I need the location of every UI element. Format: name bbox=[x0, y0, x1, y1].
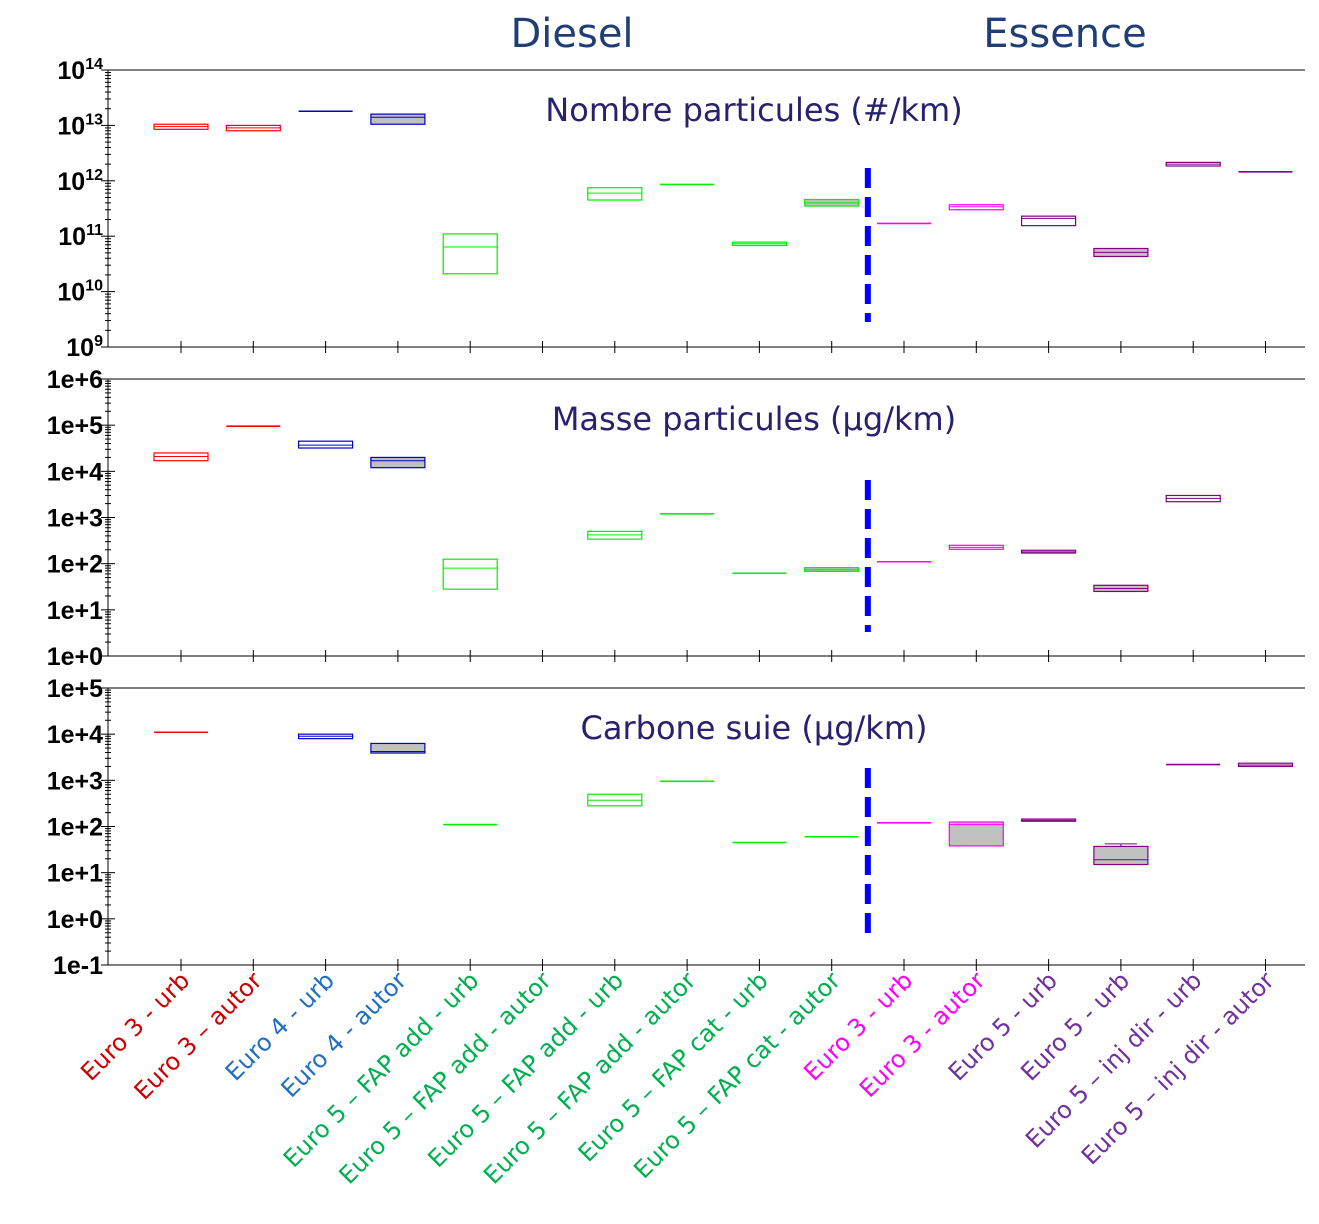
box-rect bbox=[370, 742, 426, 754]
box-11 bbox=[948, 821, 1004, 847]
box-2 bbox=[298, 440, 354, 449]
box-rect bbox=[370, 113, 426, 125]
box-13 bbox=[1093, 584, 1149, 593]
y-tick-label: 1e+5 bbox=[47, 675, 103, 703]
panel-3: 1e+5 1e+4 1e+3 1e+2 1e+1 1e+0 1e-1 Carbone suie… bbox=[47, 675, 1305, 980]
y-tick-label: 109 bbox=[66, 333, 103, 362]
box-2 bbox=[298, 733, 354, 740]
y-tick-label: 1e+3 bbox=[47, 767, 103, 795]
y-tick-label: 1e+4 bbox=[47, 721, 103, 749]
box-12 bbox=[1020, 549, 1077, 554]
box-rect bbox=[442, 558, 498, 590]
box-13 bbox=[1093, 843, 1149, 866]
box-3 bbox=[370, 113, 426, 125]
chart-panels: 1014 1013 1012 1011 1010 109 Nombre particules… bbox=[47, 56, 1305, 980]
box-6 bbox=[587, 793, 643, 807]
y-tick-label: 1e-1 bbox=[53, 952, 103, 980]
box-9 bbox=[804, 567, 860, 572]
panel-title: Carbone suie (µg/km) bbox=[581, 709, 928, 747]
box-rect bbox=[298, 440, 354, 449]
y-tick-label: 1014 bbox=[57, 56, 103, 85]
y-tick-label: 1e+5 bbox=[47, 412, 103, 440]
box-rect bbox=[1020, 215, 1077, 227]
box-12 bbox=[1020, 818, 1077, 822]
y-tick-label: 1e+4 bbox=[47, 458, 103, 486]
box-9 bbox=[804, 198, 860, 207]
box-11 bbox=[948, 204, 1004, 211]
box-rect bbox=[587, 187, 643, 201]
y-tick-label: 1011 bbox=[58, 222, 103, 251]
y-tick-label: 1e+2 bbox=[47, 814, 103, 842]
y-tick-label: 1e+3 bbox=[47, 505, 103, 533]
panel-1: 1014 1013 1012 1011 1010 109 Nombre particules… bbox=[57, 56, 1305, 362]
box-4 bbox=[442, 233, 498, 275]
box-rect bbox=[370, 456, 426, 469]
box-14 bbox=[1165, 494, 1221, 503]
box-6 bbox=[587, 530, 643, 540]
y-tick-label: 1e+0 bbox=[47, 906, 103, 934]
y-tick-label: 1e+1 bbox=[47, 597, 103, 625]
box-6 bbox=[587, 187, 643, 201]
category-label: Euro 3 – autor bbox=[129, 966, 268, 1105]
box-14 bbox=[1165, 161, 1221, 167]
category-label: Euro 3 - autor bbox=[854, 966, 991, 1103]
y-tick-label: 1013 bbox=[57, 111, 103, 140]
panel-title: Masse particules (µg/km) bbox=[552, 400, 956, 438]
group-labels: Diesel Essence bbox=[510, 11, 1146, 57]
group-label: Essence bbox=[983, 11, 1147, 57]
y-tick-label: 1012 bbox=[57, 167, 103, 196]
box-0 bbox=[153, 452, 209, 462]
box-0 bbox=[153, 123, 209, 130]
category-label: Euro 4 - autor bbox=[276, 966, 413, 1103]
box-4 bbox=[442, 558, 498, 590]
panel-title: Nombre particules (#/km) bbox=[545, 91, 962, 129]
box-13 bbox=[1093, 247, 1149, 258]
box-3 bbox=[370, 456, 426, 469]
box-12 bbox=[1020, 215, 1077, 227]
box-11 bbox=[948, 544, 1004, 550]
group-label: Diesel bbox=[510, 11, 633, 57]
box-rect bbox=[1093, 845, 1149, 866]
panel-2: 1e+6 1e+5 1e+4 1e+3 1e+2 1e+1 1e+0 Masse partic… bbox=[47, 366, 1305, 671]
box-3 bbox=[370, 742, 426, 754]
box-rect bbox=[442, 233, 498, 275]
y-tick-label: 1010 bbox=[57, 278, 103, 307]
y-tick-label: 1e+6 bbox=[47, 366, 103, 394]
box-1 bbox=[225, 124, 281, 132]
y-tick-label: 1e+0 bbox=[47, 643, 103, 671]
box-15 bbox=[1237, 762, 1294, 768]
y-tick-label: 1e+1 bbox=[47, 860, 103, 888]
box-8 bbox=[731, 241, 788, 247]
y-tick-label: 1e+2 bbox=[47, 551, 103, 579]
box-rect bbox=[948, 821, 1004, 847]
